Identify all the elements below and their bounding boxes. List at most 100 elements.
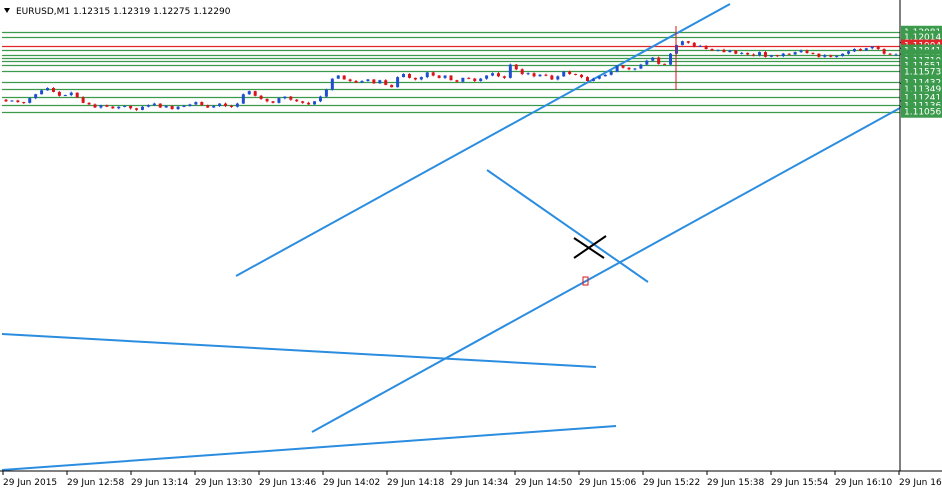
candle — [271, 101, 275, 104]
candle — [16, 99, 20, 103]
candle — [847, 50, 851, 55]
candle — [152, 102, 156, 107]
candle-body — [864, 48, 868, 51]
level-price-label: 1.11056 — [904, 108, 941, 118]
candle-body — [734, 50, 738, 54]
candle — [390, 84, 394, 88]
trend-line[interactable] — [1, 425, 617, 471]
time-tick-label: 29 Jun 13:14 — [131, 478, 188, 488]
candle — [829, 54, 833, 58]
candle-body — [758, 52, 762, 56]
candle-body — [111, 106, 115, 109]
candle-body — [888, 53, 892, 55]
time-tick-label: 29 Jun 16:10 — [835, 478, 892, 488]
candle-body — [135, 108, 139, 110]
candle-body — [461, 77, 465, 82]
candle-body — [34, 94, 38, 99]
candle-body — [390, 84, 394, 88]
candle-body — [597, 76, 601, 79]
candle — [407, 73, 411, 79]
triangle-down-icon[interactable] — [4, 8, 10, 13]
candle-body — [182, 105, 186, 107]
time-tick-label: 29 Jun 14:50 — [515, 478, 572, 488]
level-price-label: 1.12014 — [904, 33, 941, 43]
candle-body — [10, 100, 14, 102]
candle — [413, 77, 417, 81]
candle-body — [520, 69, 524, 74]
candle — [758, 51, 762, 57]
candle — [597, 75, 601, 80]
candle — [170, 105, 174, 110]
candle-body — [212, 105, 216, 108]
candle-body — [200, 102, 204, 106]
candle-body — [164, 105, 168, 108]
candle-body — [544, 74, 548, 76]
candle-body — [621, 65, 625, 68]
candle-body — [152, 103, 156, 106]
candle — [455, 79, 459, 83]
candle-body — [704, 45, 708, 50]
candle — [241, 93, 245, 104]
candle-body — [63, 95, 67, 97]
candle-body — [805, 50, 809, 53]
candle — [22, 101, 26, 104]
candle-body — [313, 101, 317, 105]
candle-body — [235, 103, 239, 107]
level-price-box — [901, 59, 942, 72]
candle-body — [669, 53, 673, 65]
candle — [550, 74, 554, 81]
candle-body — [562, 71, 566, 77]
candle-body — [852, 49, 856, 52]
candle — [775, 54, 779, 57]
candle — [615, 65, 619, 73]
candle-body — [870, 46, 874, 49]
candle-body — [81, 97, 85, 103]
candle — [716, 49, 720, 52]
candle-body — [206, 105, 210, 108]
candle-body — [740, 52, 744, 54]
candle-body — [188, 104, 192, 106]
candle — [372, 79, 376, 84]
candle — [200, 101, 204, 106]
candle-body — [817, 53, 821, 57]
candle — [728, 49, 732, 53]
candle-body — [485, 75, 489, 79]
candle — [182, 104, 186, 108]
candle — [585, 76, 589, 82]
candle-body — [585, 77, 589, 81]
candle-body — [407, 73, 411, 78]
candle-body — [787, 53, 791, 55]
trend-line[interactable] — [1, 333, 597, 368]
candle-body — [105, 105, 109, 107]
candle-body — [46, 88, 50, 91]
candle-body — [28, 98, 32, 103]
candle-body — [289, 96, 293, 100]
trend-line[interactable] — [311, 107, 901, 433]
candle — [313, 101, 317, 105]
trend-line[interactable] — [235, 3, 731, 277]
candle-body — [615, 65, 619, 72]
candle — [544, 73, 548, 77]
candle-body — [229, 105, 233, 107]
candle — [740, 51, 744, 55]
candle — [692, 42, 696, 48]
candle-body — [140, 106, 144, 110]
candle-body — [763, 52, 767, 57]
candle — [852, 48, 856, 53]
candle — [651, 57, 655, 62]
candle — [307, 101, 311, 105]
candle-body — [692, 42, 696, 47]
chart-title: EURUSD,M1 1.12315 1.12319 1.12275 1.1229… — [16, 7, 231, 17]
candle — [479, 77, 483, 82]
candle-body — [360, 80, 364, 83]
candle — [841, 53, 845, 57]
candle — [123, 105, 127, 108]
candle-body — [455, 80, 459, 82]
candle-body — [769, 55, 773, 57]
candle — [105, 104, 109, 108]
candle-body — [372, 79, 376, 84]
trend-line[interactable] — [486, 169, 649, 283]
candle-body — [580, 74, 584, 78]
candle — [858, 48, 862, 52]
